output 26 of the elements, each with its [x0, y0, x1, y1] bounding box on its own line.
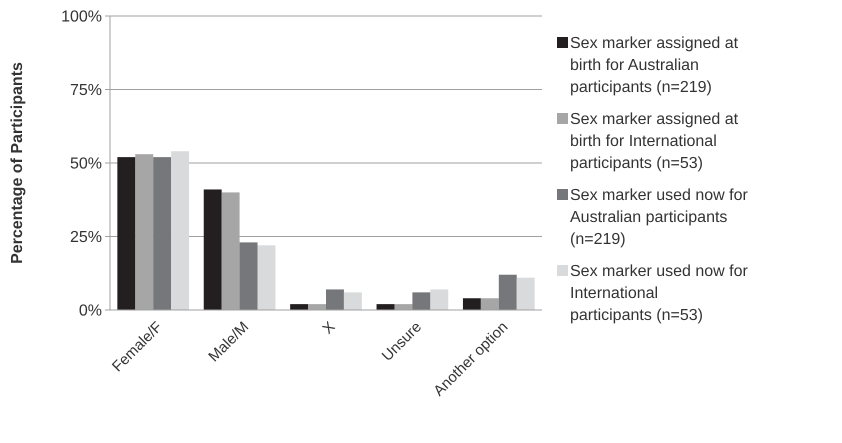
legend-label: Sex marker assigned at birth for Australian participants (n=219)	[570, 35, 739, 96]
bar	[258, 245, 276, 310]
bar	[498, 274, 517, 310]
bar	[117, 157, 136, 310]
y-tick-label: 75%	[70, 82, 102, 100]
y-axis-title: Percentage of Participants	[9, 62, 26, 264]
legend-label: Sex marker used now for International participants (n=53)	[570, 263, 749, 324]
bar	[240, 242, 258, 310]
x-tick-label: X	[319, 318, 339, 338]
bar	[344, 292, 362, 310]
bar	[290, 304, 308, 310]
y-tick-label: 50%	[70, 156, 102, 173]
bar	[430, 289, 448, 310]
y-tick-label: 100%	[61, 8, 102, 26]
bar	[412, 292, 430, 310]
bar	[204, 189, 222, 310]
bar	[376, 304, 394, 310]
y-tick-label: 0%	[78, 302, 102, 320]
bar	[171, 151, 190, 310]
legend-label: Sex marker assigned at birth for International participants (n=53)	[570, 111, 739, 172]
bar	[326, 289, 344, 310]
bar	[462, 298, 481, 310]
legend-label: Sex marker used now for Australian participants (n=219)	[570, 187, 749, 248]
bar	[516, 278, 535, 310]
bar	[153, 157, 172, 310]
y-tick-label: 25%	[70, 229, 102, 246]
